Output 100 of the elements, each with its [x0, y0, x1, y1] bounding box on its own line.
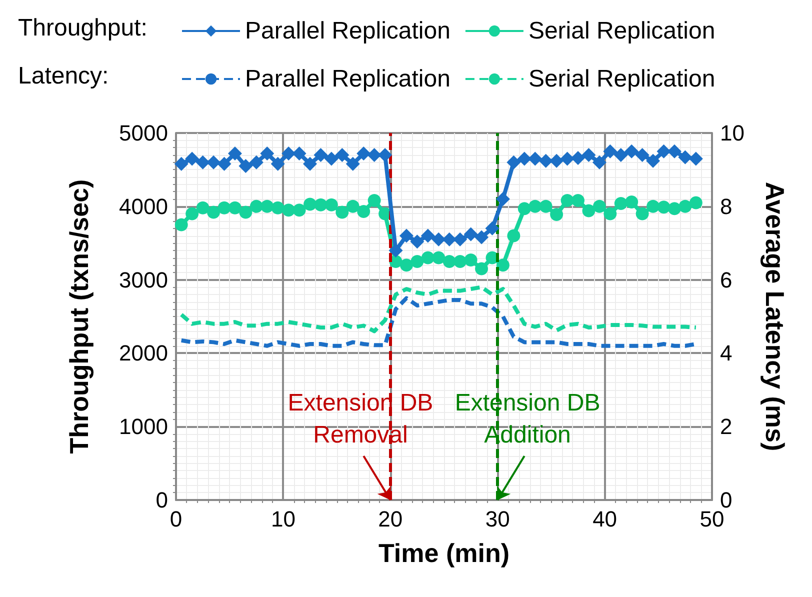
point — [603, 144, 618, 158]
point — [292, 146, 306, 161]
point — [668, 202, 681, 216]
point — [636, 207, 649, 220]
y-axis-title: Throughput (txns/sec) — [64, 179, 94, 454]
y-tick-label: 4000 — [119, 194, 168, 219]
point — [496, 192, 510, 206]
point — [656, 144, 671, 158]
point — [271, 201, 284, 214]
point — [304, 198, 316, 211]
x-tick-label: 40 — [592, 506, 618, 532]
point — [399, 228, 414, 243]
point — [582, 204, 596, 218]
point — [420, 228, 435, 243]
point — [678, 150, 692, 164]
x-tick-label: 10 — [270, 506, 296, 532]
point — [324, 198, 338, 212]
point — [303, 156, 317, 171]
legend-label: Parallel Replication — [245, 66, 450, 92]
point — [485, 221, 500, 236]
y-tick-label: 1000 — [119, 414, 168, 440]
y2-tick-label: 10 — [720, 120, 744, 146]
point — [174, 156, 188, 171]
point — [442, 232, 456, 246]
y-tick-label: 0 — [156, 488, 168, 512]
point — [506, 155, 521, 170]
point — [250, 200, 263, 213]
point — [324, 152, 338, 166]
y-tick-label: 3000 — [119, 267, 168, 292]
point — [625, 196, 638, 208]
point — [367, 148, 382, 162]
point — [646, 200, 660, 213]
point — [474, 230, 489, 244]
point — [528, 200, 542, 213]
point — [657, 200, 670, 214]
point — [421, 251, 434, 264]
point — [260, 146, 274, 161]
point — [270, 156, 285, 171]
point — [646, 154, 660, 168]
point — [346, 156, 360, 171]
point — [475, 262, 488, 276]
point — [678, 200, 692, 213]
point — [604, 207, 617, 220]
point — [410, 254, 424, 268]
point — [186, 207, 199, 220]
point — [249, 155, 264, 170]
annotation: Extension DB Removal — [288, 389, 434, 448]
y2-tick-label: 6 — [720, 267, 732, 292]
point — [550, 208, 564, 221]
point — [228, 146, 242, 161]
y2-tick-label: 2 — [720, 414, 732, 440]
point — [335, 148, 350, 162]
point — [314, 198, 328, 212]
point — [432, 232, 446, 246]
point — [592, 200, 606, 213]
point — [196, 155, 210, 170]
point — [624, 144, 639, 158]
point — [454, 254, 467, 268]
x-axis-title: Time (min) — [378, 538, 510, 568]
point — [517, 152, 532, 166]
point — [539, 200, 552, 213]
point — [282, 204, 296, 217]
y2-tick-label: 8 — [720, 194, 732, 219]
point — [528, 152, 542, 166]
point — [217, 156, 232, 171]
point — [218, 201, 231, 214]
point — [560, 152, 574, 166]
point — [228, 201, 242, 214]
line-series — [179, 285, 698, 334]
point — [614, 196, 628, 210]
x-tick-label: 30 — [485, 506, 510, 532]
point — [378, 148, 392, 162]
point — [185, 152, 200, 166]
point — [174, 218, 188, 232]
point — [346, 200, 360, 213]
y2-tick-label: 4 — [720, 340, 732, 366]
point — [292, 204, 306, 217]
x-tick-label: 20 — [378, 506, 403, 532]
point — [571, 150, 585, 165]
point — [206, 155, 221, 170]
y-tick-label: 2000 — [119, 340, 168, 366]
point — [550, 154, 564, 168]
point — [314, 148, 328, 162]
point — [196, 201, 210, 214]
point — [496, 258, 510, 272]
point — [507, 229, 520, 242]
point — [592, 155, 606, 170]
point — [388, 243, 403, 258]
point — [432, 251, 446, 264]
point — [464, 227, 478, 242]
point — [453, 232, 468, 246]
annotation: Extension DB Addition — [454, 389, 600, 448]
point — [688, 152, 703, 166]
point — [560, 194, 574, 208]
point — [582, 148, 596, 162]
point — [239, 206, 252, 219]
y2-axis-title: Average Latency (ms) — [760, 182, 790, 452]
point — [368, 194, 381, 208]
point — [260, 200, 274, 213]
point — [572, 194, 584, 208]
